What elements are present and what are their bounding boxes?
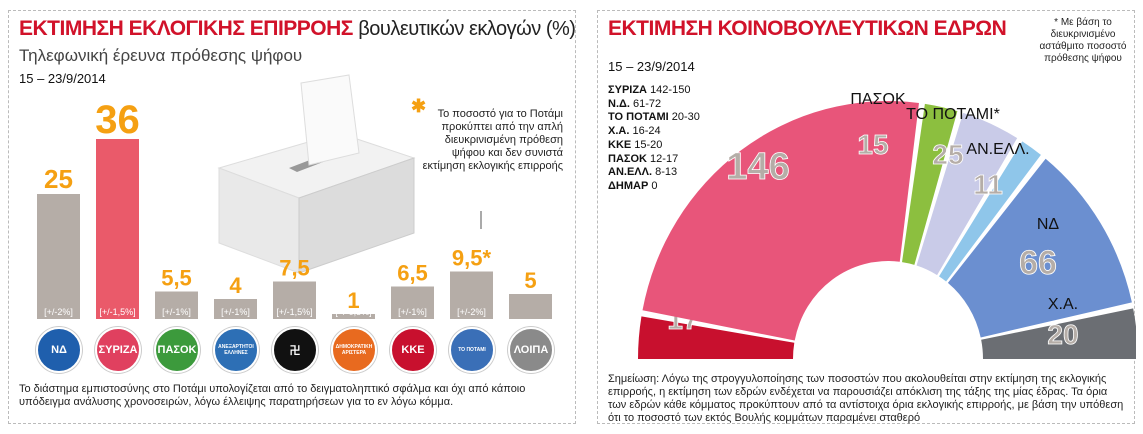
vote-estimate-subtitle: Τηλεφωνική έρευνα πρόθεσης ψήφου xyxy=(19,46,303,65)
seat-hemicycle-chart: ΚΚΕ17ΣΥΡΙΖΑ146ΠΑΣΟΚ15ΤΟ ΠΟΤΑΜΙ*25ΑΝ.ΕΛΛ.… xyxy=(638,91,1136,359)
bar-value-label: 1 xyxy=(347,288,359,313)
seat-value-label: 20 xyxy=(1047,319,1078,350)
seat-range-item: ΠΑΣΟΚ 12-17 xyxy=(608,153,700,167)
party-logo-icon: 卍 xyxy=(272,327,318,373)
seat-value-label: 146 xyxy=(726,146,789,188)
seat-range-item: ΑΝ.ΕΛΛ. 8-13 xyxy=(608,166,700,180)
seat-party-label: ΤΟ ΠΟΤΑΜΙ* xyxy=(906,106,1000,123)
seat-range-value: 61-72 xyxy=(633,97,662,110)
vote-estimate-title: ΕΚΤΙΜΗΣΗ ΕΚΛΟΓΙΚΗΣ ΕΠΙΡΡΟΗΣ βουλευτικών … xyxy=(19,17,576,41)
seat-slice-ΚΚΕ xyxy=(638,316,795,359)
seat-slice-ΠΑΣΟΚ xyxy=(902,103,958,265)
bar-error-label: [+/-1,5%] xyxy=(276,307,312,317)
bar-ΝΔ xyxy=(37,194,80,319)
vote-bar-chart: 25 [+/-2%] 36 [+/-1,5%] 5,5 [+/-1%] 4 [+/-1%] 7,… xyxy=(37,98,552,319)
seat-range-party: ΠΑΣΟΚ xyxy=(608,152,651,165)
seat-range-party: ΤΟ ΠΟΤΑΜΙ xyxy=(608,111,672,124)
bar-error-label: [+/-1,5%] xyxy=(99,307,135,317)
bar-ΠΑΣΟΚ xyxy=(155,291,198,319)
vote-estimate-title-bold: ΕΚΤΙΜΗΣΗ ΕΚΛΟΓΙΚΗΣ ΕΠΙΡΡΟΗΣ xyxy=(19,17,353,40)
vote-estimate-footnote: Το διάστημα εμπιστοσύνης στο Ποτάμι υπολ… xyxy=(19,383,526,408)
seat-range-value: 15-20 xyxy=(634,138,663,151)
seat-value-label: 15 xyxy=(857,129,888,160)
seat-value-label: 66 xyxy=(1019,244,1057,282)
party-logo-icon: ΚΚΕ xyxy=(390,327,436,373)
party-logo-icon: ΣΥΡΙΖΑ xyxy=(95,327,141,373)
seat-range-value: 0 xyxy=(651,179,658,192)
bar-ΛΟΙΠΑ xyxy=(509,294,552,319)
bar-ΚΚΕ xyxy=(391,286,434,319)
seat-estimate-footnote: Σημείωση: Λόγω της στρογγυλοποίησης των … xyxy=(608,373,1124,424)
seat-range-party: ΔΗΜΑΡ xyxy=(608,179,652,192)
seat-value-label: 25 xyxy=(932,139,963,170)
seat-party-label: ΝΔ xyxy=(1037,216,1060,233)
bar-error-label: [+/-0,5%] xyxy=(335,307,371,317)
bar-value-label: 6,5 xyxy=(397,261,428,286)
seat-range-party: ΑΝ.ΕΛΛ. xyxy=(608,166,656,179)
vote-estimate-date: 15 – 23/9/2014 xyxy=(19,71,106,86)
vote-estimate-title-normal: βουλευτικών εκλογών (%) xyxy=(358,18,576,40)
seat-party-label: ΣΥΡΙΖΑ xyxy=(710,121,766,138)
seat-estimate-note: * Με βάση το διευκρινισμένο αστάθμιτο πο… xyxy=(1039,17,1127,64)
bar-ΑΝΕΛ xyxy=(214,299,257,319)
seat-range-value: 20-30 xyxy=(671,111,700,124)
ballot-box-illustration xyxy=(217,74,416,274)
bar-value-label: 36 xyxy=(95,98,140,142)
party-logo-icon: ΝΔ xyxy=(36,327,82,373)
party-logo-icon: ΠΑΣΟΚ xyxy=(154,327,200,373)
seat-range-value: 12-17 xyxy=(650,152,679,165)
seat-range-value: 16-24 xyxy=(632,125,661,138)
party-logo-icon: ΛΟΙΠΑ xyxy=(508,327,554,373)
seat-estimate-title: ΕΚΤΙΜΗΣΗ ΚΟΙΝΟΒΟΥΛΕΥΤΙΚΩΝ ΕΔΡΩΝ xyxy=(608,17,1007,40)
seat-range-party: ΚΚΕ xyxy=(608,138,635,151)
bar-error-label: [+/-2%] xyxy=(44,307,73,317)
seat-party-label: ΠΑΣΟΚ xyxy=(850,91,906,108)
potami-footnote-text: Το ποσοστό για το Ποτάμι προκύπτει από τ… xyxy=(422,108,563,172)
party-logo-icon: ΑΝΕΞΑΡΤΗΤΟΙ ΕΛΛΗΝΕΣ xyxy=(213,327,259,373)
asterisk-icon: ✱ xyxy=(411,96,427,116)
seat-party-label: Χ.Α. xyxy=(1048,296,1078,313)
seat-range-item: ΚΚΕ 15-20 xyxy=(608,139,700,153)
seat-range-item: ΔΗΜΑΡ 0 xyxy=(608,180,700,194)
bar-error-label: [+/-1%] xyxy=(398,307,427,317)
seat-range-item: ΤΟ ΠΟΤΑΜΙ 20-30 xyxy=(608,111,700,125)
seat-range-item: Χ.Α. 16-24 xyxy=(608,125,700,139)
vote-estimate-panel: ΕΚΤΙΜΗΣΗ ΕΚΛΟΓΙΚΗΣ ΕΠΙΡΡΟΗΣ βουλευτικών … xyxy=(8,10,576,424)
bar-ΤΟ ΠΟΤΑΜΙ xyxy=(450,271,493,319)
bar-value-label: 25 xyxy=(44,164,73,194)
bar-value-label: 9,5* xyxy=(452,246,492,271)
bar-error-label: [+/-2%] xyxy=(457,307,486,317)
bar-error-label: [+/-1%] xyxy=(162,307,191,317)
seat-range-value: 8-13 xyxy=(655,166,678,179)
seat-range-party: Χ.Α. xyxy=(608,125,633,138)
party-logo-icon: ΔΗΜΟΚΡΑΤΙΚΗ ΑΡΙΣΤΕΡΑ xyxy=(331,327,377,373)
seat-range-list: ΣΥΡΙΖΑ 142-150 Ν.Δ. 61-72 ΤΟ ΠΟΤΑΜΙ 20-30 Χ… xyxy=(608,84,700,194)
seat-range-value: 142-150 xyxy=(650,84,691,96)
seat-range-item: ΣΥΡΙΖΑ 142-150 xyxy=(608,84,700,98)
seat-value-label: 11 xyxy=(973,169,1003,200)
bar-value-label: 5 xyxy=(524,268,536,293)
bar-ΣΥΡΙΖΑ xyxy=(96,139,139,319)
bar-value-label: 4 xyxy=(229,273,242,298)
seat-range-item: Ν.Δ. 61-72 xyxy=(608,98,700,112)
seat-slice-ΑΝ.ΕΛΛ. xyxy=(939,141,1041,282)
seat-range-party: ΣΥΡΙΖΑ xyxy=(608,84,651,96)
potami-footnote: ✱ Το ποσοστό για το Ποτάμι προκύπτει από… xyxy=(411,97,563,173)
bar-value-label: 7,5 xyxy=(279,256,310,281)
seat-slice-ΣΥΡΙΖΑ xyxy=(642,100,919,341)
seat-range-party: Ν.Δ. xyxy=(608,97,634,110)
bar-Χ.Α. xyxy=(273,281,316,319)
seat-slice-Χ.Α. xyxy=(981,308,1136,359)
seat-estimate-date: 15 – 23/9/2014 xyxy=(608,59,695,74)
seat-party-label: ΑΝ.ΕΛΛ. xyxy=(966,141,1029,158)
seat-slice-ΤΟ ΠΟΤΑΜΙ* xyxy=(916,112,1018,276)
seat-estimate-panel: ΕΚΤΙΜΗΣΗ ΚΟΙΝΟΒΟΥΛΕΥΤΙΚΩΝ ΕΔΡΩΝ 15 – 23/… xyxy=(597,10,1136,424)
party-logo-icon: ΤΟ ΠΟΤΑΜΙ xyxy=(449,327,495,373)
bar-value-label: 5,5 xyxy=(161,266,192,291)
bar-ΔΗΜΑΡ xyxy=(332,314,375,319)
seat-slice-ΝΔ xyxy=(947,158,1132,338)
bar-error-label: [+/-1%] xyxy=(221,307,250,317)
